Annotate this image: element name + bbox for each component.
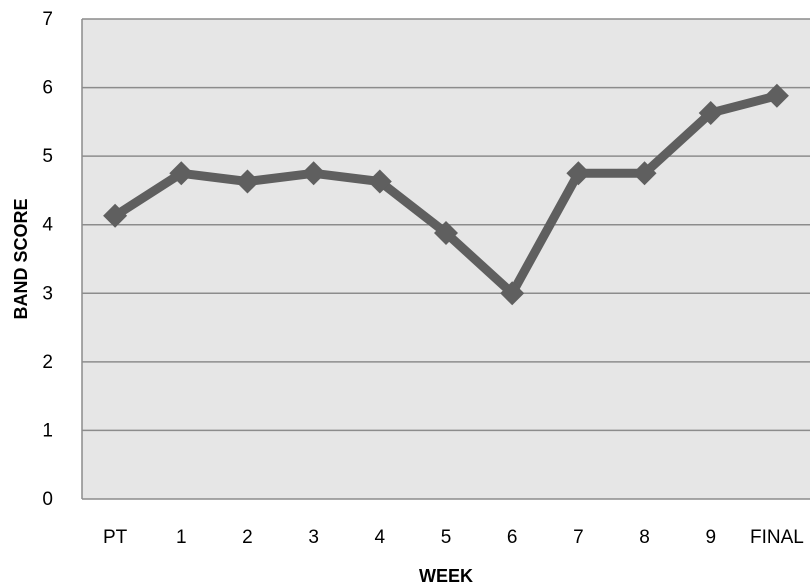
data-point-marker [632, 161, 657, 186]
x-tick-label: FINAL [750, 527, 804, 548]
data-point-marker [566, 161, 591, 186]
x-tick-label: 7 [573, 527, 584, 548]
data-point-marker [764, 83, 789, 108]
data-point-marker [434, 220, 458, 245]
x-tick-label: 9 [705, 527, 716, 548]
data-point-marker [103, 203, 128, 228]
x-axis-title: WEEK [419, 566, 473, 586]
data-point-marker [367, 169, 392, 194]
y-tick-label: 1 [42, 420, 53, 441]
data-point-marker [301, 161, 326, 186]
data-point-marker [698, 100, 723, 125]
data-point-marker [500, 281, 525, 306]
series-group [103, 83, 789, 306]
x-tick-labels: PT 1 2 3 4 5 6 7 8 9 FINAL [103, 527, 804, 548]
y-tick-label: 0 [42, 489, 53, 510]
x-tick-label: 2 [242, 527, 253, 548]
x-tick-label: 6 [507, 527, 518, 548]
y-tick-label: 3 [42, 283, 53, 304]
y-tick-label: 2 [42, 352, 53, 373]
x-tick-label: PT [103, 527, 128, 548]
y-tick-labels: 0 1 2 3 4 5 6 7 [42, 9, 53, 510]
gridlines [82, 18, 810, 432]
x-tick-label: 1 [176, 527, 187, 548]
plot-area [82, 19, 810, 499]
x-tick-label: 8 [639, 527, 650, 548]
y-tick-label: 6 [42, 78, 53, 99]
data-point-marker [169, 161, 194, 186]
x-tick-label: 3 [308, 527, 319, 548]
y-tick-label: 4 [42, 215, 53, 236]
y-tick-label: 5 [42, 146, 53, 167]
y-axis-title: BAND SCORE [11, 198, 31, 319]
x-tick-label: 5 [441, 527, 452, 548]
data-point-marker [235, 169, 260, 194]
y-tick-label: 7 [42, 9, 53, 30]
x-tick-label: 4 [375, 527, 386, 548]
